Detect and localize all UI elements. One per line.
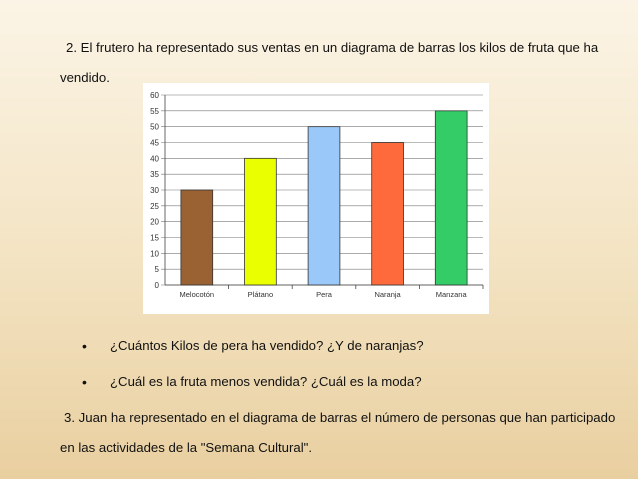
y-tick-label: 50 [150,123,159,132]
chart-svg: 0 5 10 15 20 25 30 35 40 45 50 55 60 Melocotón Plátano… [150,91,484,299]
bullet-icon: • [82,374,87,390]
bar [307,126,341,286]
y-tick-label: 40 [150,154,159,163]
bar [371,142,404,286]
y-tick-label: 5 [155,265,160,274]
y-tick-label: 60 [150,91,159,100]
y-tick-label: 55 [150,107,159,116]
y-tick-label: 35 [150,170,159,179]
x-tick-label: Naranja [374,290,401,299]
y-tick-label: 30 [150,186,159,195]
question-list: • ¿Cuántos Kilos de pera ha vendido? ¿Y … [60,331,424,403]
y-tick-label: 20 [150,218,159,227]
exercise-2-text: 2. El frutero ha representado sus ventas… [60,40,599,85]
y-tick-label: 25 [150,202,159,211]
bullet-icon: • [82,338,87,354]
y-tick-label: 10 [150,249,159,258]
question-item: • ¿Cuál es la fruta menos vendida? ¿Cuál… [60,367,424,403]
x-tick-label: Melocotón [179,290,214,299]
x-tick-label: Pera [316,290,333,299]
question-text: ¿Cuántos Kilos de pera ha vendido? ¿Y de… [110,338,424,353]
bar [180,189,214,286]
fruit-sales-bar-chart: 0 5 10 15 20 25 30 35 40 45 50 55 60 Melocotón Plátano… [143,83,489,314]
x-tick-label: Plátano [248,290,273,299]
y-tick-label: 45 [150,139,159,148]
bar [434,110,468,286]
x-tick-label: Manzana [436,290,468,299]
y-tick-label: 15 [150,234,159,243]
question-text: ¿Cuál es la fruta menos vendida? ¿Cuál e… [110,374,422,389]
bar [244,157,277,286]
exercise-3-text: 3. Juan ha representado en el diagrama d… [60,410,616,455]
question-item: • ¿Cuántos Kilos de pera ha vendido? ¿Y … [60,331,424,367]
y-tick-label: 0 [155,281,160,290]
